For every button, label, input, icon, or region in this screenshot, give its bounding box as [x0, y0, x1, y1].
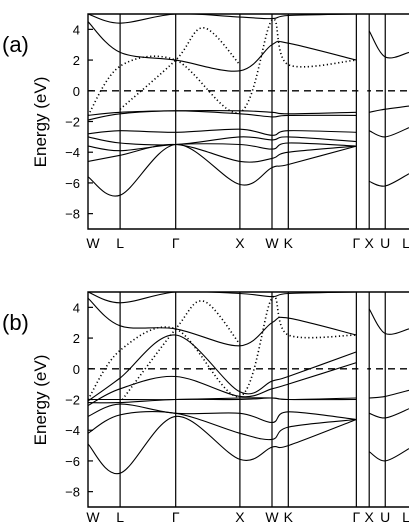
panel-b-band-6	[88, 415, 357, 475]
panel-a-ytick-label-3: −2	[65, 115, 80, 130]
panel-a-band-14	[368, 30, 409, 59]
panel-b-band-8	[88, 292, 357, 304]
panel-b-ytick-label-5: −6	[65, 454, 80, 469]
panel-a-band-10	[119, 26, 241, 110]
panel-a-ytick-label-1: 2	[73, 53, 80, 68]
panel-b-band-10	[119, 300, 241, 404]
panel-b-path-gap	[358, 292, 368, 507]
panel-b-ytick-label-2: 0	[73, 362, 80, 377]
panel-a-band-8	[88, 14, 357, 24]
panel-b-band-12	[369, 408, 409, 419]
panel-b-ytick-label-0: 4	[73, 300, 80, 315]
panel-b-ylabel: Energy (eV)	[31, 355, 50, 446]
panel-a-band-11	[369, 105, 409, 113]
panel-b-ytick-label-4: −4	[65, 423, 80, 438]
panel-a-xtick-label-5: K	[284, 235, 294, 251]
panel-b-ytick-label-3: −2	[65, 393, 80, 408]
panel-a-xtick-label-2: Γ	[172, 235, 180, 251]
panel-a-band-2	[88, 128, 357, 136]
panel-b-xtick-label-8: U	[380, 509, 390, 525]
panel-b-band-11	[369, 389, 409, 399]
panel-a-ylabel: Energy (eV)	[31, 77, 50, 168]
panel-a-band-6	[88, 143, 357, 197]
panel-b-xtick-label-9: L	[402, 509, 409, 525]
panel-b-band-9	[88, 295, 357, 400]
panel-a-band-7	[88, 21, 357, 72]
panel-a-xtick-label-6: Γ	[352, 235, 360, 251]
panel-b-xtick-label-6: Γ	[352, 509, 360, 525]
panel-b-band-14	[368, 308, 409, 335]
panel-b-band-7	[88, 297, 357, 347]
panel-b-xtick-label-2: Γ	[172, 509, 180, 525]
panel-a-band-13	[369, 173, 409, 187]
panel-a-xtick-label-7: X	[365, 235, 375, 251]
panel-b-xtick-label-0: W	[86, 509, 100, 525]
panel-a-xtick-label-9: L	[402, 235, 409, 251]
panel-b-ytick-label-6: −8	[65, 485, 80, 500]
panel-a-band-5	[88, 143, 357, 163]
panel-a-ytick-label-6: −8	[65, 207, 80, 222]
panel-a-path-gap	[358, 14, 368, 229]
panel-a-xtick-label-0: W	[86, 235, 100, 251]
panel-b-xtick-label-5: K	[284, 509, 294, 525]
panel-a-ytick-label-5: −6	[65, 176, 80, 191]
panel-b-xtick-label-7: X	[365, 509, 375, 525]
panel-b-ytick-label-1: 2	[73, 331, 80, 346]
panel-a-label: (a)	[2, 32, 29, 57]
panel-b-xtick-label-1: L	[116, 509, 124, 525]
panel-a-ytick-label-4: −4	[65, 145, 80, 160]
panel-a-ytick-label-2: 0	[73, 84, 80, 99]
panel-b-xtick-label-3: X	[235, 509, 245, 525]
panel-a-band-12	[368, 127, 409, 138]
panel-b-label: (b)	[2, 310, 29, 335]
panel-a-xtick-label-4: W	[265, 235, 279, 251]
panel-b: (b) Energy (eV) 420−2−4−6−8W L Γ X W K Γ X U L	[2, 291, 409, 525]
panel-a-xtick-label-8: U	[380, 235, 390, 251]
panel-a-xtick-label-3: X	[235, 235, 245, 251]
panel-a-ytick-label-0: 4	[73, 22, 80, 37]
panel-b-band-13	[368, 448, 409, 462]
panel-a-band-9	[88, 18, 357, 116]
panel-b-xtick-label-4: W	[265, 509, 279, 525]
panel-a-xtick-label-1: L	[116, 235, 124, 251]
panel-a: (a) Energy (eV) 420−2−4−6−8W L Γ X W K Γ X U L	[2, 13, 409, 251]
